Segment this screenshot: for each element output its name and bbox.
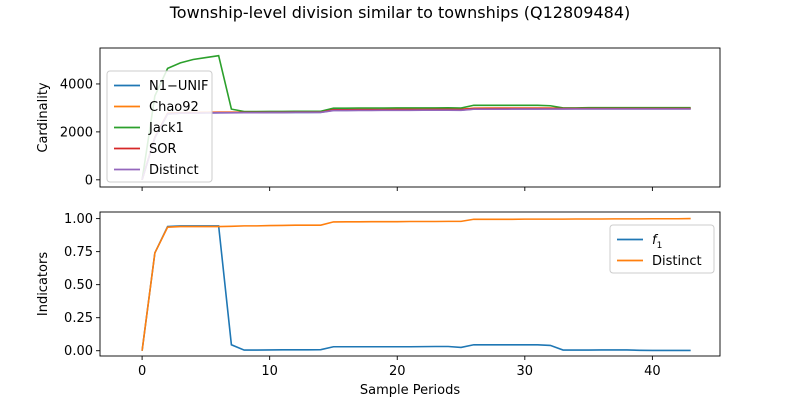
y-tick-label: 4000 bbox=[60, 77, 93, 92]
y-tick-label: 0.75 bbox=[64, 245, 93, 260]
x-tick-label: 0 bbox=[138, 364, 146, 379]
x-tick-label: 40 bbox=[644, 364, 661, 379]
legend-box bbox=[106, 70, 213, 183]
legend-label-subscript: 1 bbox=[657, 241, 663, 251]
chart-title: Township-level division similar to towns… bbox=[169, 3, 631, 22]
legend-label: Distinct bbox=[149, 163, 199, 178]
legend-label: f1 bbox=[652, 233, 662, 251]
legend-label: N1−UNIF bbox=[149, 79, 208, 94]
x-tick-label: 10 bbox=[261, 364, 278, 379]
series-line-jack1 bbox=[141, 54, 691, 180]
y-tick-label: 0.00 bbox=[64, 344, 93, 359]
y-axis-label: Cardinality bbox=[36, 82, 51, 153]
series-line-distinct bbox=[141, 217, 691, 351]
subplot-2: 0.00 0.25 0.50 0.75 1.00 0 10 20 30 40 Indicators S… bbox=[36, 211, 721, 398]
y-tick-label: 0 bbox=[85, 173, 93, 188]
legend: f1 Distinct bbox=[609, 224, 715, 274]
y-tick-label: 0.50 bbox=[64, 278, 93, 293]
legend-label: Distinct bbox=[652, 254, 702, 269]
x-axis-label: Sample Periods bbox=[360, 383, 460, 398]
y-tick-label: 1.00 bbox=[64, 212, 93, 227]
y-tick-label: 2000 bbox=[60, 125, 93, 140]
legend-label: Jack1 bbox=[148, 121, 184, 136]
series-line-f bbox=[141, 225, 691, 352]
legend-label: SOR bbox=[149, 142, 177, 157]
subplot-1: 0 2000 4000 Cardinality N1−UNIF Chao92 Jack1 SO… bbox=[36, 47, 721, 191]
legend-label: Chao92 bbox=[149, 100, 199, 115]
x-tick-label: 20 bbox=[389, 364, 406, 379]
y-axis-label: Indicators bbox=[36, 252, 51, 316]
series-line-distinct bbox=[141, 108, 691, 181]
y-tick-label: 0.25 bbox=[64, 311, 93, 326]
legend: N1−UNIF Chao92 Jack1 SOR Distinct bbox=[106, 70, 213, 183]
x-tick-label: 30 bbox=[517, 364, 534, 379]
